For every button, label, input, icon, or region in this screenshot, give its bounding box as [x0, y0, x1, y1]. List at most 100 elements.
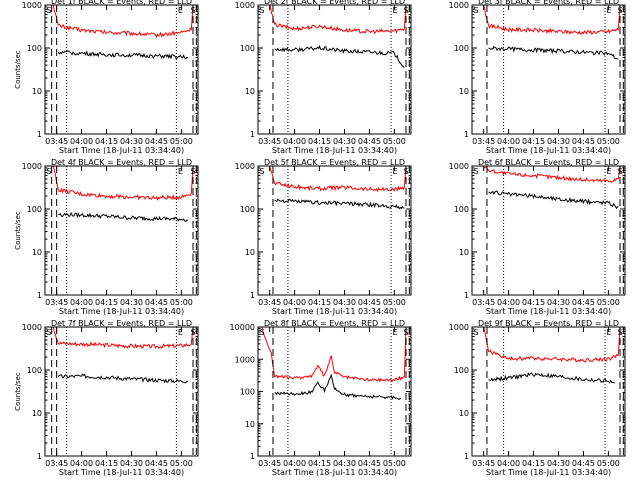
- saa-marker-label: E: [178, 6, 183, 15]
- x-tick-label: 04:15: [308, 137, 331, 146]
- y-tick-label: 10: [245, 87, 255, 96]
- y-tick-label: 1000: [22, 162, 42, 171]
- y-tick-label: 100: [27, 366, 42, 375]
- x-axis-label: Start Time (18-Jul-11 03:34:40): [486, 146, 611, 155]
- chart-panel-1: 1 10 100 1000 03:45 04:00 04:15 04:30 04:45 05:00…: [14, 0, 199, 155]
- x-tick-label: 04:15: [522, 298, 545, 307]
- chart-title: Det 2f BLACK = Events, RED = LLD: [264, 0, 405, 6]
- x-tick-label: 04:45: [358, 298, 381, 307]
- series-line-lld: [483, 4, 621, 35]
- chart-panel-5: 1 10 100 1000 03:45 04:00 04:15 04:30 04:45 05:00…: [235, 158, 412, 316]
- y-tick-label: 10: [32, 87, 42, 96]
- series-line-lld: [52, 4, 194, 39]
- x-axis-label: Start Time (18-Jul-11 03:34:40): [272, 468, 397, 477]
- y-tick-label: 1: [37, 291, 42, 300]
- chart-title: Det 4f BLACK = Events, RED = LLD: [51, 158, 192, 167]
- x-tick-label: 03:45: [45, 298, 68, 307]
- x-axis-label: Start Time (18-Jul-11 03:34:40): [59, 307, 184, 316]
- chart-panel-8: 1 10 100 1000 10000 03:45 04:00 04:15 04:30 04:45…: [230, 319, 412, 477]
- y-axis-label: Counts/sec: [14, 211, 22, 250]
- y-tick-label: 10: [32, 409, 42, 418]
- y-tick-label: 10: [459, 248, 469, 257]
- saa-marker-label: E: [393, 167, 398, 176]
- saa-marker-label: S: [46, 328, 51, 337]
- x-tick-label: 04:30: [547, 298, 570, 307]
- x-tick-label: 04:00: [497, 137, 520, 146]
- plot-frame: [257, 4, 412, 135]
- x-tick-label: 04:45: [145, 298, 168, 307]
- saa-marker-label: E: [178, 328, 183, 337]
- x-tick-label: 04:15: [308, 298, 331, 307]
- y-tick-label: 10: [245, 248, 255, 257]
- x-tick-label: 04:45: [145, 137, 168, 146]
- x-tick-label: 04:15: [522, 459, 545, 468]
- saa-marker-label: S: [259, 167, 264, 176]
- x-tick-label: 03:45: [45, 137, 68, 146]
- series-line-lld: [52, 326, 194, 350]
- y-tick-label: 1000: [235, 1, 255, 10]
- x-tick-label: 03:45: [472, 137, 495, 146]
- x-tick-label: 05:00: [597, 137, 620, 146]
- y-tick-label: 10: [245, 420, 255, 429]
- x-tick-label: 04:15: [95, 137, 118, 146]
- saa-marker-label: S: [617, 6, 622, 15]
- x-axis-label: Start Time (18-Jul-11 03:34:40): [486, 307, 611, 316]
- x-tick-label: 04:30: [333, 459, 356, 468]
- x-tick-label: 03:45: [45, 459, 68, 468]
- saa-marker-label: S: [259, 6, 264, 15]
- x-tick-label: 03:45: [258, 137, 281, 146]
- x-tick-label: 04:15: [308, 459, 331, 468]
- plot-frame: [44, 326, 199, 457]
- saa-marker-label: S: [259, 328, 264, 337]
- x-tick-label: 04:00: [283, 459, 306, 468]
- series-line-events: [57, 373, 188, 384]
- x-tick-label: 04:15: [95, 459, 118, 468]
- x-tick-label: 04:15: [95, 298, 118, 307]
- x-tick-label: 05:00: [597, 298, 620, 307]
- x-tick-label: 03:45: [472, 298, 495, 307]
- plot-frame: [471, 326, 626, 457]
- series-line-events: [488, 190, 619, 210]
- series-line-events: [57, 50, 189, 60]
- y-tick-label: 1: [250, 130, 255, 139]
- x-axis-label: Start Time (18-Jul-11 03:34:40): [272, 146, 397, 155]
- x-tick-label: 04:30: [547, 459, 570, 468]
- series-line-lld: [483, 326, 621, 363]
- chart-title: Det 5f BLACK = Events, RED = LLD: [264, 158, 405, 167]
- series-line-events: [274, 44, 405, 68]
- x-tick-label: 05:00: [170, 459, 193, 468]
- saa-marker-label: S: [617, 328, 622, 337]
- series-line-lld: [269, 4, 407, 35]
- saa-marker-label: S: [403, 328, 408, 337]
- x-tick-label: 04:30: [333, 298, 356, 307]
- y-tick-label: 10: [32, 248, 42, 257]
- y-tick-label: 100: [240, 205, 255, 214]
- y-axis-label: Counts/sec: [14, 50, 22, 89]
- x-tick-label: 04:45: [358, 137, 381, 146]
- y-tick-label: 100: [454, 44, 469, 53]
- y-axis-label: Counts/sec: [14, 372, 22, 411]
- saa-marker-label: E: [607, 167, 612, 176]
- y-tick-label: 1000: [235, 355, 255, 364]
- x-tick-label: 04:00: [70, 298, 93, 307]
- chart-panel-3: 1 10 100 1000 03:45 04:00 04:15 04:30 04:45 05:00…: [449, 0, 626, 155]
- y-tick-label: 1: [464, 291, 469, 300]
- series-line-lld: [52, 165, 194, 201]
- chart-panel-6: 1 10 100 1000 03:45 04:00 04:15 04:30 04:45 05:00…: [449, 158, 626, 316]
- saa-marker-label: S: [190, 6, 195, 15]
- y-tick-label: 10: [459, 409, 469, 418]
- y-tick-label: 1000: [449, 162, 469, 171]
- saa-marker-label: S: [403, 167, 408, 176]
- x-tick-label: 03:45: [472, 459, 495, 468]
- plot-frame: [44, 165, 199, 296]
- x-tick-label: 04:00: [283, 298, 306, 307]
- x-tick-label: 04:45: [145, 459, 168, 468]
- series-line-lld: [269, 165, 407, 193]
- chart-title: Det 8f BLACK = Events, RED = LLD: [264, 319, 405, 328]
- y-tick-label: 1: [37, 130, 42, 139]
- x-tick-label: 04:30: [120, 137, 143, 146]
- chart-panel-2: 1 10 100 1000 03:45 04:00 04:15 04:30 04:45 05:00…: [235, 0, 412, 155]
- saa-marker-label: S: [190, 328, 195, 337]
- series-line-events: [488, 372, 616, 384]
